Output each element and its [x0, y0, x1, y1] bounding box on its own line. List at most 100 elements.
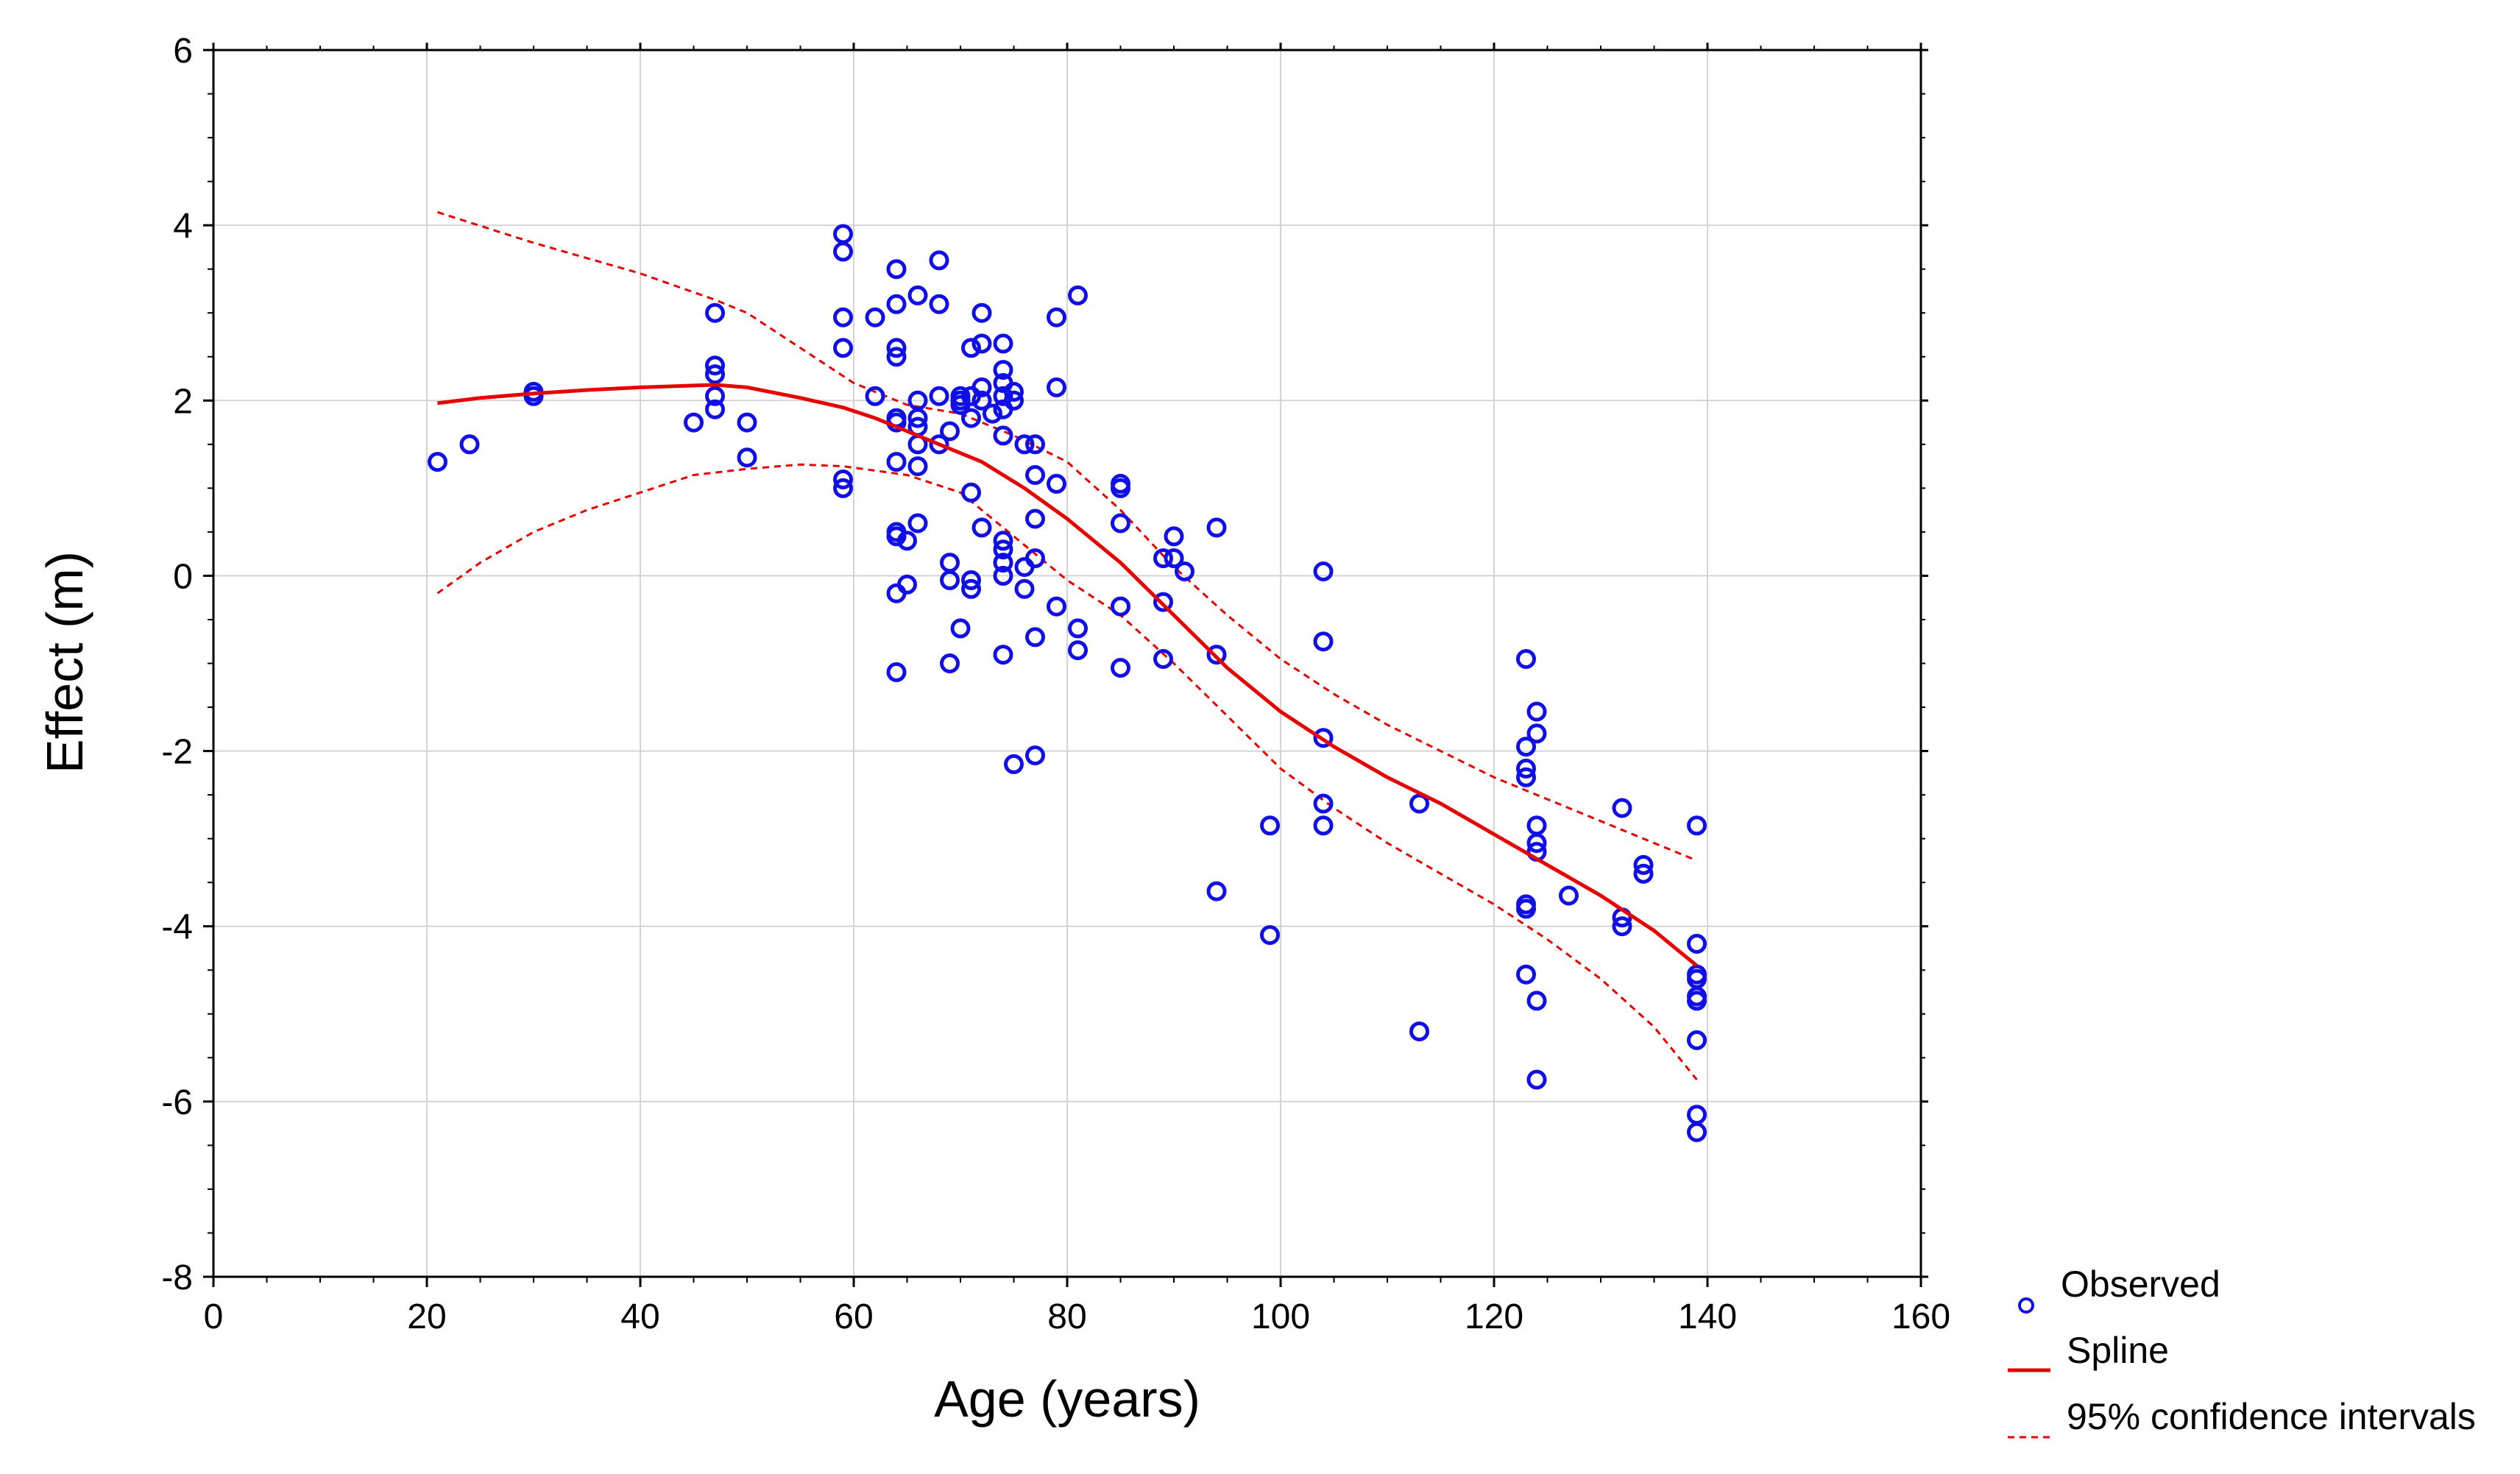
- legend-ci-label: 95% confidence intervals: [2067, 1396, 2476, 1437]
- observed-point: [1516, 737, 1536, 757]
- observed-point: [1526, 701, 1547, 722]
- observed-point: [929, 434, 949, 455]
- spline-curve: [437, 383, 1699, 968]
- y-tick-label: -6: [161, 1083, 193, 1122]
- ci-upper-line: [437, 210, 1698, 862]
- x-tick-labels: 0 20 40 60 80 100 120 140 160: [204, 1297, 1950, 1336]
- x-tick-label: 160: [1891, 1297, 1950, 1336]
- observed-point: [961, 578, 981, 599]
- observed-point: [897, 574, 917, 595]
- x-tick-label: 20: [407, 1297, 446, 1336]
- observed-point: [1111, 478, 1130, 498]
- y-tick-labels: -8 -6 -4 -2 0 2 4 6: [161, 32, 193, 1297]
- observed-point: [705, 364, 725, 385]
- legend-observed-label: Observed: [2061, 1264, 2220, 1305]
- observed-point: [1014, 557, 1035, 577]
- observed-point: [886, 583, 907, 603]
- observed-point: [940, 653, 960, 673]
- observed-point: [1014, 434, 1035, 455]
- observed-point: [1687, 1105, 1707, 1125]
- observed-point: [833, 478, 853, 498]
- observed-point: [1260, 815, 1280, 836]
- observed-point: [993, 386, 1013, 406]
- observed-point: [1313, 631, 1334, 652]
- x-axis-title: Age (years): [934, 1370, 1200, 1428]
- plot-frame: [212, 49, 1922, 1278]
- observed-point: [1004, 381, 1024, 402]
- observed-point: [833, 224, 853, 244]
- observed-point: [1526, 1069, 1547, 1090]
- observed-point: [1526, 991, 1547, 1011]
- observed-point: [459, 434, 480, 455]
- y-tick-label: -4: [161, 908, 193, 947]
- observed-point: [1687, 991, 1707, 1011]
- x-tick-label: 80: [1047, 1297, 1086, 1336]
- observed-point: [1516, 767, 1536, 787]
- observed-point: [1313, 815, 1334, 836]
- observed-point: [1047, 307, 1066, 327]
- observed-point: [886, 526, 907, 547]
- observed-point: [1111, 596, 1130, 617]
- x-tick-label: 60: [834, 1297, 873, 1336]
- observed-point: [1206, 881, 1227, 901]
- observed-point: [897, 531, 917, 551]
- observed-point: [705, 399, 725, 419]
- observed-point: [961, 570, 981, 590]
- grid-lines: [213, 50, 1921, 1277]
- observed-point: [1047, 473, 1066, 494]
- observed-point: [950, 618, 971, 639]
- observed-point: [1068, 285, 1088, 305]
- y-axis-title: Effect (m): [36, 551, 93, 773]
- observed-point: [1025, 434, 1045, 455]
- legend-observed-marker: [2018, 1297, 2034, 1314]
- observed-point: [940, 570, 960, 590]
- observed-point: [1025, 745, 1045, 765]
- observed-point: [886, 347, 907, 367]
- observed-point: [1025, 509, 1045, 529]
- observed-point: [961, 338, 981, 358]
- observed-point: [1633, 863, 1654, 884]
- observed-point: [983, 403, 1002, 424]
- observed-point: [1111, 658, 1130, 678]
- observed-point: [1025, 548, 1045, 569]
- y-tick-label: 4: [173, 207, 193, 246]
- observed-point: [993, 645, 1013, 665]
- observed-point: [428, 452, 447, 472]
- observed-point: [1313, 561, 1334, 581]
- observed-point: [940, 553, 960, 573]
- observed-point: [1004, 754, 1024, 774]
- observed-point: [1047, 377, 1066, 397]
- observed-point: [993, 553, 1013, 573]
- observed-point: [1612, 916, 1632, 937]
- observed-point: [1025, 627, 1045, 648]
- observed-point: [833, 470, 853, 489]
- x-tick-label: 100: [1251, 1297, 1310, 1336]
- y-tick-label: 0: [173, 557, 193, 596]
- observed-point: [1687, 815, 1707, 836]
- observed-point: [1111, 513, 1130, 534]
- observed-point: [833, 338, 853, 358]
- observed-point: [1004, 390, 1024, 411]
- y-tick-label: -2: [161, 733, 193, 772]
- observed-point: [1526, 833, 1547, 854]
- observed-point: [1526, 815, 1547, 836]
- observed-point: [971, 517, 992, 538]
- observed-point: [1612, 798, 1632, 818]
- observed-point: [1206, 517, 1227, 538]
- observed-point: [929, 294, 949, 314]
- observed-point: [1526, 723, 1547, 744]
- observed-point: [705, 386, 725, 406]
- observed-point: [993, 531, 1013, 551]
- observed-point: [961, 482, 981, 503]
- observed-point: [523, 386, 544, 406]
- observed-point: [1047, 596, 1066, 617]
- observed-point: [1260, 925, 1280, 946]
- observed-points: [428, 224, 1707, 1142]
- y-tick-label: -8: [161, 1258, 193, 1297]
- observed-point: [886, 338, 907, 358]
- observed-point: [993, 333, 1013, 354]
- observed-point: [993, 360, 1013, 380]
- axis-ticks: [203, 43, 1928, 1287]
- observed-point: [993, 425, 1013, 446]
- observed-point: [1153, 592, 1173, 612]
